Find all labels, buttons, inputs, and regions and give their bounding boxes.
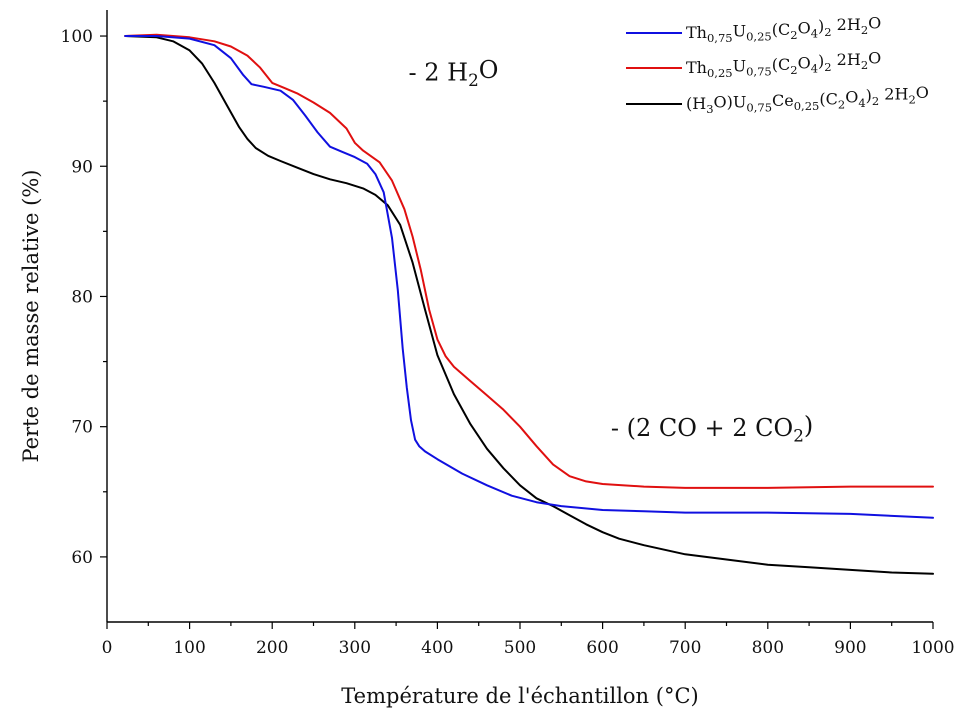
y-tick-label: 60 [71, 548, 93, 568]
x-tick-label: 400 [421, 638, 453, 658]
y-tick-label: 100 [61, 27, 93, 47]
series-layer [124, 33, 934, 575]
annotation-dehydration: - 2 H2O [408, 56, 498, 90]
x-tick-label: 800 [752, 638, 784, 658]
x-tick-label: 900 [834, 638, 866, 658]
annotations: - 2 H2O - (2 CO + 2 CO2) [408, 56, 813, 446]
x-tick-label: 0 [102, 638, 113, 658]
annotation-decomposition: - (2 CO + 2 CO2) [611, 411, 813, 445]
series-line-1 [124, 35, 934, 519]
series-line-2 [124, 33, 934, 489]
x-axis-title: Température de l'échantillon (°C) [341, 684, 698, 708]
y-ticks: 60 70 80 90 100 [61, 27, 107, 568]
y-tick-label: 90 [71, 157, 93, 177]
x-tick-label: 500 [504, 638, 536, 658]
x-tick-label: 700 [669, 638, 701, 658]
series-line-3 [124, 35, 934, 575]
x-tick-label: 600 [586, 638, 618, 658]
x-tick-label: 100 [173, 638, 205, 658]
y-tick-label: 80 [71, 287, 93, 307]
y-axis-title: Perte de masse relative (%) [19, 170, 43, 463]
x-tick-label: 200 [256, 638, 288, 658]
x-ticks: 0 100 200 300 400 500 600 700 800 900 1000 [102, 622, 955, 658]
legend: Th0,75U0,25(C2O4)2 2H2O Th0,25U0,75(C2O4)… [626, 14, 929, 116]
x-tick-label: 1000 [911, 638, 954, 658]
legend-label-3: (H3O)U0,75Ce0,25(C2O4)2 2H2O [686, 83, 929, 116]
y-tick-label: 70 [71, 418, 93, 438]
legend-label-1: Th0,75U0,25(C2O4)2 2H2O [686, 14, 881, 45]
legend-label-2: Th0,25U0,75(C2O4)2 2H2O [686, 49, 881, 80]
x-tick-label: 300 [339, 638, 371, 658]
